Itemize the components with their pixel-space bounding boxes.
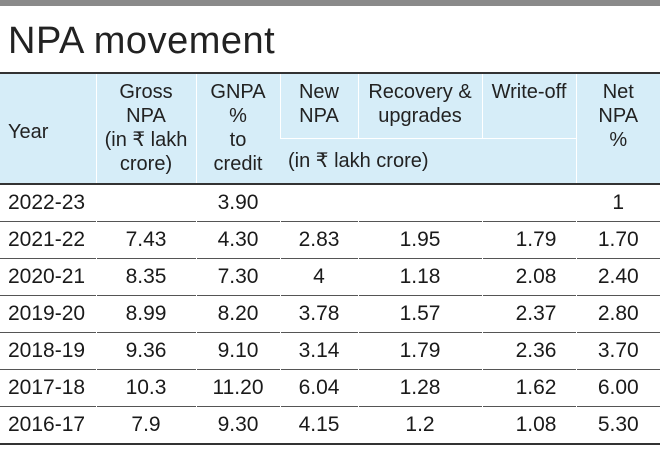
cell-new: 4 bbox=[279, 258, 358, 296]
table-row: 2021-22 7.43 4.30 2.83 1.95 1.79 1.70 bbox=[0, 221, 660, 259]
cell-gnpa: 9.30 bbox=[195, 406, 280, 445]
header-line: Write-off bbox=[491, 81, 567, 103]
header-line: % bbox=[229, 105, 247, 127]
top-bar bbox=[0, 0, 660, 6]
cell-year: 2018-19 bbox=[0, 332, 96, 370]
cell-net: 1 bbox=[575, 183, 660, 222]
header-line: % bbox=[609, 129, 628, 151]
cell-recovery bbox=[357, 183, 482, 222]
cell-gross: 7.43 bbox=[95, 221, 196, 259]
cell-writeoff: 1.08 bbox=[481, 406, 576, 445]
header-gross-npa: Gross NPA (in ₹ lakh crore) bbox=[95, 74, 196, 184]
table-row: 2018-19 9.36 9.10 3.14 1.79 2.36 3.70 bbox=[0, 332, 660, 370]
cell-new: 3.14 bbox=[279, 332, 358, 370]
cell-recovery: 1.18 bbox=[357, 258, 482, 296]
cell-gnpa: 7.30 bbox=[195, 258, 280, 296]
cell-year: 2020-21 bbox=[0, 258, 96, 296]
cell-new: 2.83 bbox=[279, 221, 358, 259]
cell-year: 2022-23 bbox=[0, 183, 96, 222]
table-row: 2019-20 8.99 8.20 3.78 1.57 2.37 2.80 bbox=[0, 295, 660, 333]
cell-net: 2.40 bbox=[575, 258, 660, 296]
cell-net: 3.70 bbox=[575, 332, 660, 370]
cell-writeoff: 2.36 bbox=[481, 332, 576, 370]
cell-new: 3.78 bbox=[279, 295, 358, 333]
header-line: Net bbox=[602, 81, 634, 103]
table-row: 2020-21 8.35 7.30 4 1.18 2.08 2.40 bbox=[0, 258, 660, 296]
cell-gnpa: 11.20 bbox=[195, 369, 280, 407]
cell-gross: 8.35 bbox=[95, 258, 196, 296]
cell-new bbox=[279, 183, 358, 222]
cell-gnpa: 4.30 bbox=[195, 221, 280, 259]
cell-writeoff: 1.79 bbox=[481, 221, 576, 259]
header-gnpa-pct: GNPA % to credit bbox=[195, 74, 280, 184]
cell-net: 1.70 bbox=[575, 221, 660, 259]
table-body: 2022-23 3.90 1 2021-22 7.43 4.30 2.83 1.… bbox=[0, 183, 660, 445]
cell-gross bbox=[95, 183, 196, 222]
header-line: (in ₹ lakh bbox=[104, 129, 188, 151]
cell-recovery: 1.79 bbox=[357, 332, 482, 370]
cell-new: 4.15 bbox=[279, 406, 358, 445]
cell-gross: 9.36 bbox=[95, 332, 196, 370]
header-line: credit bbox=[213, 153, 263, 175]
table-row: 2016-17 7.9 9.30 4.15 1.2 1.08 5.30 bbox=[0, 406, 660, 445]
cell-gross: 10.3 bbox=[95, 369, 196, 407]
cell-net: 6.00 bbox=[575, 369, 660, 407]
header-writeoff: Write-off bbox=[481, 74, 576, 139]
table-row: 2017-18 10.3 11.20 6.04 1.28 1.62 6.00 bbox=[0, 369, 660, 407]
cell-year: 2021-22 bbox=[0, 221, 96, 259]
header-line: upgrades bbox=[378, 105, 462, 127]
header-year: Year bbox=[0, 74, 96, 184]
cell-net: 2.80 bbox=[575, 295, 660, 333]
header-line: NPA bbox=[126, 105, 166, 127]
npa-table: Year Gross NPA (in ₹ lakh crore) GNPA % … bbox=[0, 74, 660, 445]
cell-net: 5.30 bbox=[575, 406, 660, 445]
title-divider bbox=[0, 72, 660, 74]
cell-recovery: 1.28 bbox=[357, 369, 482, 407]
header-net-npa: Net NPA % bbox=[575, 74, 660, 184]
cell-gross: 8.99 bbox=[95, 295, 196, 333]
cell-gnpa: 9.10 bbox=[195, 332, 280, 370]
cell-new: 6.04 bbox=[279, 369, 358, 407]
cell-gnpa: 3.90 bbox=[195, 183, 280, 222]
header-new-npa: New NPA bbox=[279, 74, 358, 139]
cell-gnpa: 8.20 bbox=[195, 295, 280, 333]
header-line: to bbox=[229, 129, 247, 151]
page-title: NPA movement bbox=[8, 20, 276, 62]
header-line: Gross bbox=[119, 81, 173, 103]
cell-year: 2016-17 bbox=[0, 406, 96, 445]
cell-writeoff: 2.08 bbox=[481, 258, 576, 296]
header-line: GNPA bbox=[210, 81, 266, 103]
cell-writeoff bbox=[481, 183, 576, 222]
table-row: 2022-23 3.90 1 bbox=[0, 183, 660, 222]
cell-gross: 7.9 bbox=[95, 406, 196, 445]
cell-recovery: 1.57 bbox=[357, 295, 482, 333]
header-line: Recovery & bbox=[368, 81, 472, 103]
table-header: Year Gross NPA (in ₹ lakh crore) GNPA % … bbox=[0, 74, 660, 184]
header-unit-note: (in ₹ lakh crore) bbox=[280, 138, 576, 184]
cell-writeoff: 2.37 bbox=[481, 295, 576, 333]
cell-recovery: 1.95 bbox=[357, 221, 482, 259]
header-line: NPA bbox=[299, 105, 339, 127]
header-line: New bbox=[298, 81, 339, 103]
header-line: crore) bbox=[119, 153, 173, 175]
cell-year: 2019-20 bbox=[0, 295, 96, 333]
header-recovery: Recovery & upgrades bbox=[357, 74, 482, 139]
cell-year: 2017-18 bbox=[0, 369, 96, 407]
cell-writeoff: 1.62 bbox=[481, 369, 576, 407]
header-line: NPA bbox=[598, 105, 639, 127]
cell-recovery: 1.2 bbox=[357, 406, 482, 445]
